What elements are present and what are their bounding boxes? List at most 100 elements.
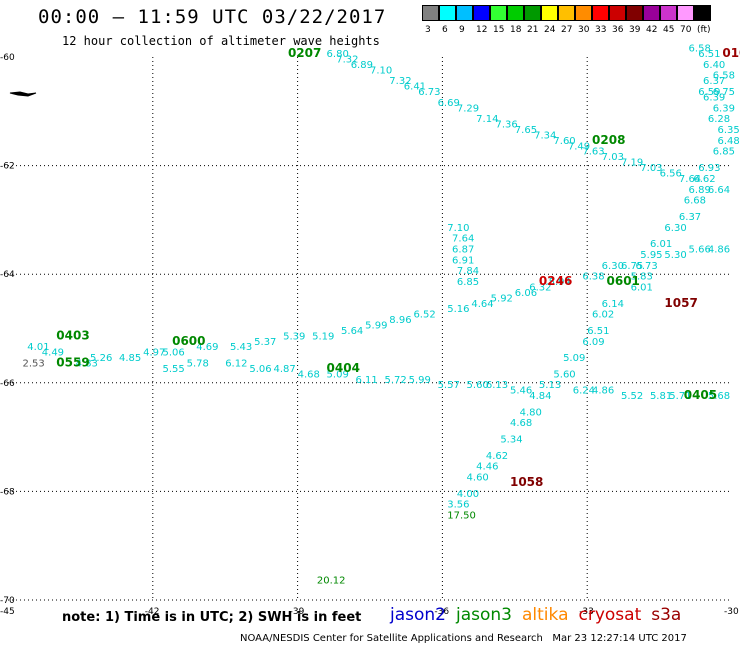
swh-value: 5.92 — [491, 293, 513, 304]
swh-value: 5.60 — [467, 380, 489, 391]
swh-value: 5.37 — [254, 337, 276, 348]
swh-value: 6.56 — [660, 168, 682, 179]
swh-value: 4.46 — [476, 462, 498, 473]
color-scale-label: 24 — [544, 25, 556, 35]
credit-line: NOAA/NESDIS Center for Satellite Applica… — [240, 633, 687, 644]
swh-value: 7.84 — [457, 266, 479, 277]
swh-value: 5.68 — [708, 391, 730, 402]
pass-time-label: 0246 — [539, 274, 572, 288]
color-scale-label: 9 — [459, 25, 465, 35]
swh-value: 5.78 — [187, 359, 209, 370]
swh-value: 4.69 — [196, 342, 218, 353]
color-swatch — [541, 5, 558, 21]
color-swatch — [626, 5, 643, 21]
swh-value: 4.01 — [27, 342, 49, 353]
swh-value: 7.49 — [568, 141, 590, 152]
pass-time-label: 0559 — [56, 356, 89, 370]
color-scale-label: 27 — [561, 25, 573, 35]
swh-value: 6.58 — [689, 44, 711, 55]
swh-value: 5.06 — [249, 364, 271, 375]
swh-value: 5.46 — [510, 386, 532, 397]
color-swatch — [592, 5, 609, 21]
swh-value: 4.83 — [76, 359, 98, 370]
swh-value: 6.01 — [631, 282, 653, 293]
color-swatch — [575, 5, 592, 21]
swh-value: 5.09 — [327, 369, 349, 380]
color-scale-label: 18 — [510, 25, 522, 35]
color-swatch — [456, 5, 473, 21]
swh-value: 4.85 — [119, 353, 141, 364]
pass-time-label: 0207 — [288, 46, 321, 60]
swh-value: 6.32 — [529, 282, 551, 293]
swh-value: 7.10 — [447, 223, 469, 234]
legend-cryosat: cryosat — [578, 605, 642, 625]
swh-value-jason3: 20.12 — [317, 576, 346, 587]
swh-value: 6.62 — [693, 174, 715, 185]
swh-value: 6.28 — [708, 114, 730, 125]
swh-value: 7.10 — [370, 65, 392, 76]
pass-time-label: 1057 — [664, 296, 697, 310]
color-swatch — [473, 5, 490, 21]
swh-value: 7.64 — [452, 234, 474, 245]
swh-value: 5.34 — [500, 435, 522, 446]
color-scale-label: 36 — [612, 25, 624, 35]
swh-value: 5.81 — [650, 391, 672, 402]
map-subtitle: 12 hour collection of altimeter wave hei… — [62, 34, 380, 48]
pass-time-label: 0403 — [56, 328, 89, 342]
swh-value: 4.86 — [592, 386, 614, 397]
swh-value: 4.68 — [298, 369, 320, 380]
swh-value: 4.97 — [143, 348, 165, 359]
swh-value: 7.34 — [534, 130, 556, 141]
color-scale-label: 15 — [493, 25, 505, 35]
swh-value: 5.09 — [563, 353, 585, 364]
lon-axis-label: -33 — [579, 607, 594, 617]
swh-value: 5.30 — [664, 250, 686, 261]
color-scale-label: 70 — [680, 25, 692, 35]
swh-value: 4.87 — [273, 364, 295, 375]
swh-value: 5.26 — [90, 353, 112, 364]
swh-value: 7.65 — [515, 125, 537, 136]
swh-value: 6.13 — [486, 380, 508, 391]
swh-value: 4.49 — [42, 348, 64, 359]
swh-value: 7.03 — [602, 152, 624, 163]
swh-value: 6.51 — [587, 326, 609, 337]
swh-value: 5.52 — [621, 391, 643, 402]
swh-value: 6.68 — [684, 196, 706, 207]
swh-value: 6.80 — [327, 49, 349, 60]
swh-value: 8.96 — [389, 315, 411, 326]
swh-value: 6.89 — [689, 185, 711, 196]
swh-value: 6.69 — [438, 98, 460, 109]
legend-altika: altika — [522, 605, 569, 625]
swh-value: 2.53 — [22, 359, 44, 370]
color-swatch — [524, 5, 541, 21]
units-note: note: 1) Time is in UTC; 2) SWH is in fe… — [62, 610, 362, 625]
lat-axis-label: -68 — [0, 487, 15, 497]
color-swatch — [422, 5, 439, 21]
swh-value: 4.60 — [467, 473, 489, 484]
swh-value: 5.55 — [162, 364, 184, 375]
swh-value: 6.12 — [225, 359, 247, 370]
swh-value: 4.64 — [471, 299, 493, 310]
swh-value: 5.66 — [689, 244, 711, 255]
swh-value: 5.99 — [409, 375, 431, 386]
swh-value: 6.30 — [602, 261, 624, 272]
swh-value: 7.32 — [336, 54, 358, 65]
swh-value: 6.85 — [457, 277, 479, 288]
swh-value: 5.57 — [438, 380, 460, 391]
swh-value: 6.85 — [713, 147, 735, 158]
swh-value: 6.64 — [708, 185, 730, 196]
swh-value: 6.06 — [515, 288, 537, 299]
color-scale-label: 30 — [578, 25, 590, 35]
swh-value: 5.64 — [341, 326, 363, 337]
swh-value: 6.89 — [351, 60, 373, 71]
pass-time-label: 0404 — [327, 361, 360, 375]
swh-value: 6.38 — [582, 272, 604, 283]
lat-axis-label: -70 — [0, 596, 15, 606]
swh-value: 5.99 — [365, 321, 387, 332]
swh-value: 6.73 — [418, 87, 440, 98]
swh-value: 6.41 — [404, 82, 426, 93]
swh-value: 6.48 — [718, 136, 740, 147]
swh-value: 7.32 — [389, 76, 411, 87]
swh-value: 6.39 — [713, 103, 735, 114]
